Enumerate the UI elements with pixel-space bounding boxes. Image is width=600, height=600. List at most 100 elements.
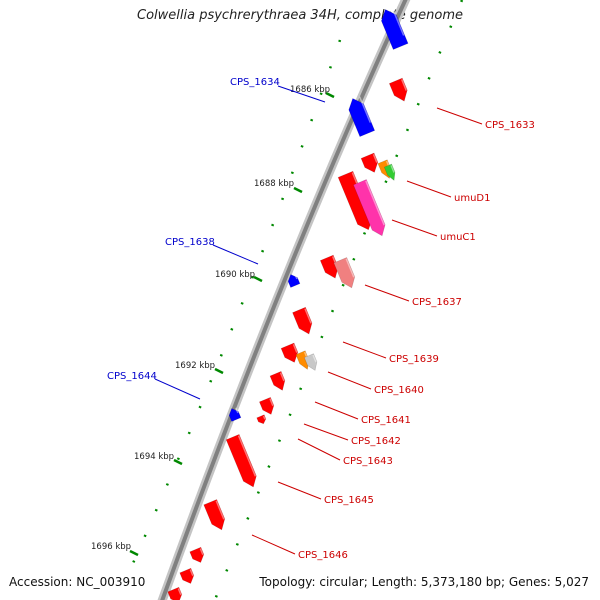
genome-summary-text: Topology: circular; Length: 5,373,180 bp…: [259, 575, 589, 589]
gene-cps-1638-shape: [287, 274, 301, 288]
kbp-tick-5: [129, 549, 139, 557]
kbp-label-4: 1694 kbp: [134, 452, 174, 462]
gene-cps-1634: [348, 96, 376, 138]
gene-cps-1645: [225, 433, 257, 488]
kbp-tick-1: [293, 186, 303, 194]
gene-red-e: [167, 586, 183, 600]
gene-cps-1633-shape: [388, 77, 408, 102]
gene-red-d-shape: [179, 567, 195, 584]
kbp-tick-4: [173, 458, 183, 466]
forward-connector-9: [277, 481, 322, 500]
gene-cps-1643-shape: [256, 414, 267, 425]
kbp-label-1: 1688 kbp: [254, 179, 294, 189]
forward-gene-label-7: CPS_1642: [351, 436, 401, 447]
gene-red-a-highlight: [372, 154, 378, 163]
forward-gene-label-2: umuC1: [440, 232, 476, 243]
gene-green-a-shape: [383, 163, 396, 181]
gene-cps-1640-shape: [280, 342, 299, 363]
gene-cps-1639-highlight: [304, 308, 312, 324]
gene-cps-1642-shape: [259, 396, 275, 415]
gene-blue-top: [381, 7, 409, 50]
tick-ring-inner: [128, 39, 342, 571]
forward-gene-label-4: CPS_1639: [389, 354, 439, 365]
gene-cps-1644-highlight: [235, 407, 239, 414]
forward-connector-5: [327, 371, 372, 390]
gene-cps-1641: [269, 370, 286, 391]
gene-cps-1646-shape: [203, 499, 226, 531]
gene-blue-top-highlight: [391, 7, 405, 36]
gene-cps-1642: [259, 396, 275, 415]
forward-connector-10: [251, 534, 296, 555]
gene-cps-1639: [292, 306, 313, 335]
gene-cps-1646-highlight: [215, 500, 225, 520]
gene-green-a-highlight: [390, 165, 395, 173]
gene-red-c-shape: [189, 546, 205, 563]
gene-cps-1634-shape: [348, 98, 376, 138]
gene-cps-1633: [388, 77, 408, 102]
gene-blue-top-shape: [381, 9, 409, 50]
gene-cps-1643: [256, 414, 267, 425]
gene-cps-1644: [228, 407, 242, 422]
gene-cps-1641-highlight: [279, 372, 285, 382]
gene-cps-1634-highlight: [358, 96, 371, 123]
gene-grey-b: [303, 353, 318, 371]
gene-grey-b-shape: [303, 353, 318, 371]
gene-cps-1642-highlight: [269, 398, 274, 407]
gene-cps-1637: [333, 257, 356, 289]
forward-connector-2: [391, 219, 438, 237]
gene-umuC1-shape: [353, 179, 386, 237]
gene-red-c-highlight: [199, 548, 204, 556]
forward-gene-label-0: CPS_1633: [485, 120, 535, 131]
kbp-label-0: 1686 kbp: [290, 85, 330, 95]
gene-cps-1638: [287, 273, 301, 288]
forward-connector-3: [364, 284, 410, 302]
gene-cps-1633-highlight: [401, 79, 408, 91]
genome-backbone: [160, 0, 408, 600]
gene-cps-1645-shape: [225, 433, 257, 488]
kbp-tick-2: [253, 275, 263, 283]
gene-red-c: [189, 546, 205, 563]
reverse-connector-2: [154, 378, 201, 400]
kbp-label-2: 1690 kbp: [215, 270, 255, 280]
gene-umuC1-highlight: [365, 180, 385, 226]
gene-red-a: [360, 152, 379, 173]
kbp-label-5: 1696 kbp: [91, 542, 131, 552]
gene-grey-b-highlight: [312, 354, 317, 363]
gene-red-d: [179, 567, 195, 584]
gene-cps-1637-highlight: [345, 258, 355, 278]
map-title: Colwellia psychrerythraea 34H, complete …: [137, 8, 463, 23]
forward-connector-1: [406, 180, 452, 198]
forward-gene-label-5: CPS_1640: [374, 385, 424, 396]
forward-gene-label-1: umuD1: [454, 193, 490, 204]
gene-umuC1: [353, 179, 386, 237]
kbp-label-3: 1692 kbp: [175, 361, 215, 371]
kbp-tick-0: [325, 91, 335, 99]
gene-cps-1643-highlight: [262, 415, 266, 420]
gene-cps-1646: [203, 499, 226, 531]
accession-text: Accession: NC_003910: [9, 575, 146, 589]
forward-connector-0: [436, 107, 483, 125]
forward-gene-label-8: CPS_1643: [343, 456, 393, 467]
reverse-connector-1: [212, 244, 259, 265]
forward-gene-label-10: CPS_1646: [298, 550, 348, 561]
gene-red-e-shape: [167, 586, 183, 600]
gene-cps-1644-shape: [228, 408, 242, 422]
gene-green-a: [383, 163, 396, 181]
gene-red-d-highlight: [189, 569, 194, 577]
forward-connector-4: [342, 341, 387, 359]
tick-ring-outer: [213, 0, 464, 600]
gene-cps-1638-highlight: [294, 273, 298, 280]
gene-cps-1637-shape: [333, 257, 356, 289]
reverse-gene-label-2: CPS_1644: [107, 371, 157, 382]
gene-red-e-highlight: [177, 588, 182, 596]
gene-cps-1640-highlight: [292, 344, 298, 353]
gene-cps-1645-highlight: [237, 435, 257, 477]
gene-cps-1639-shape: [292, 306, 313, 335]
forward-gene-label-9: CPS_1645: [324, 495, 374, 506]
forward-gene-label-3: CPS_1637: [412, 297, 462, 308]
gene-cps-1640: [280, 342, 299, 363]
kbp-tick-3: [214, 367, 224, 375]
forward-connector-7: [303, 423, 349, 441]
gene-red-a-shape: [360, 152, 379, 173]
